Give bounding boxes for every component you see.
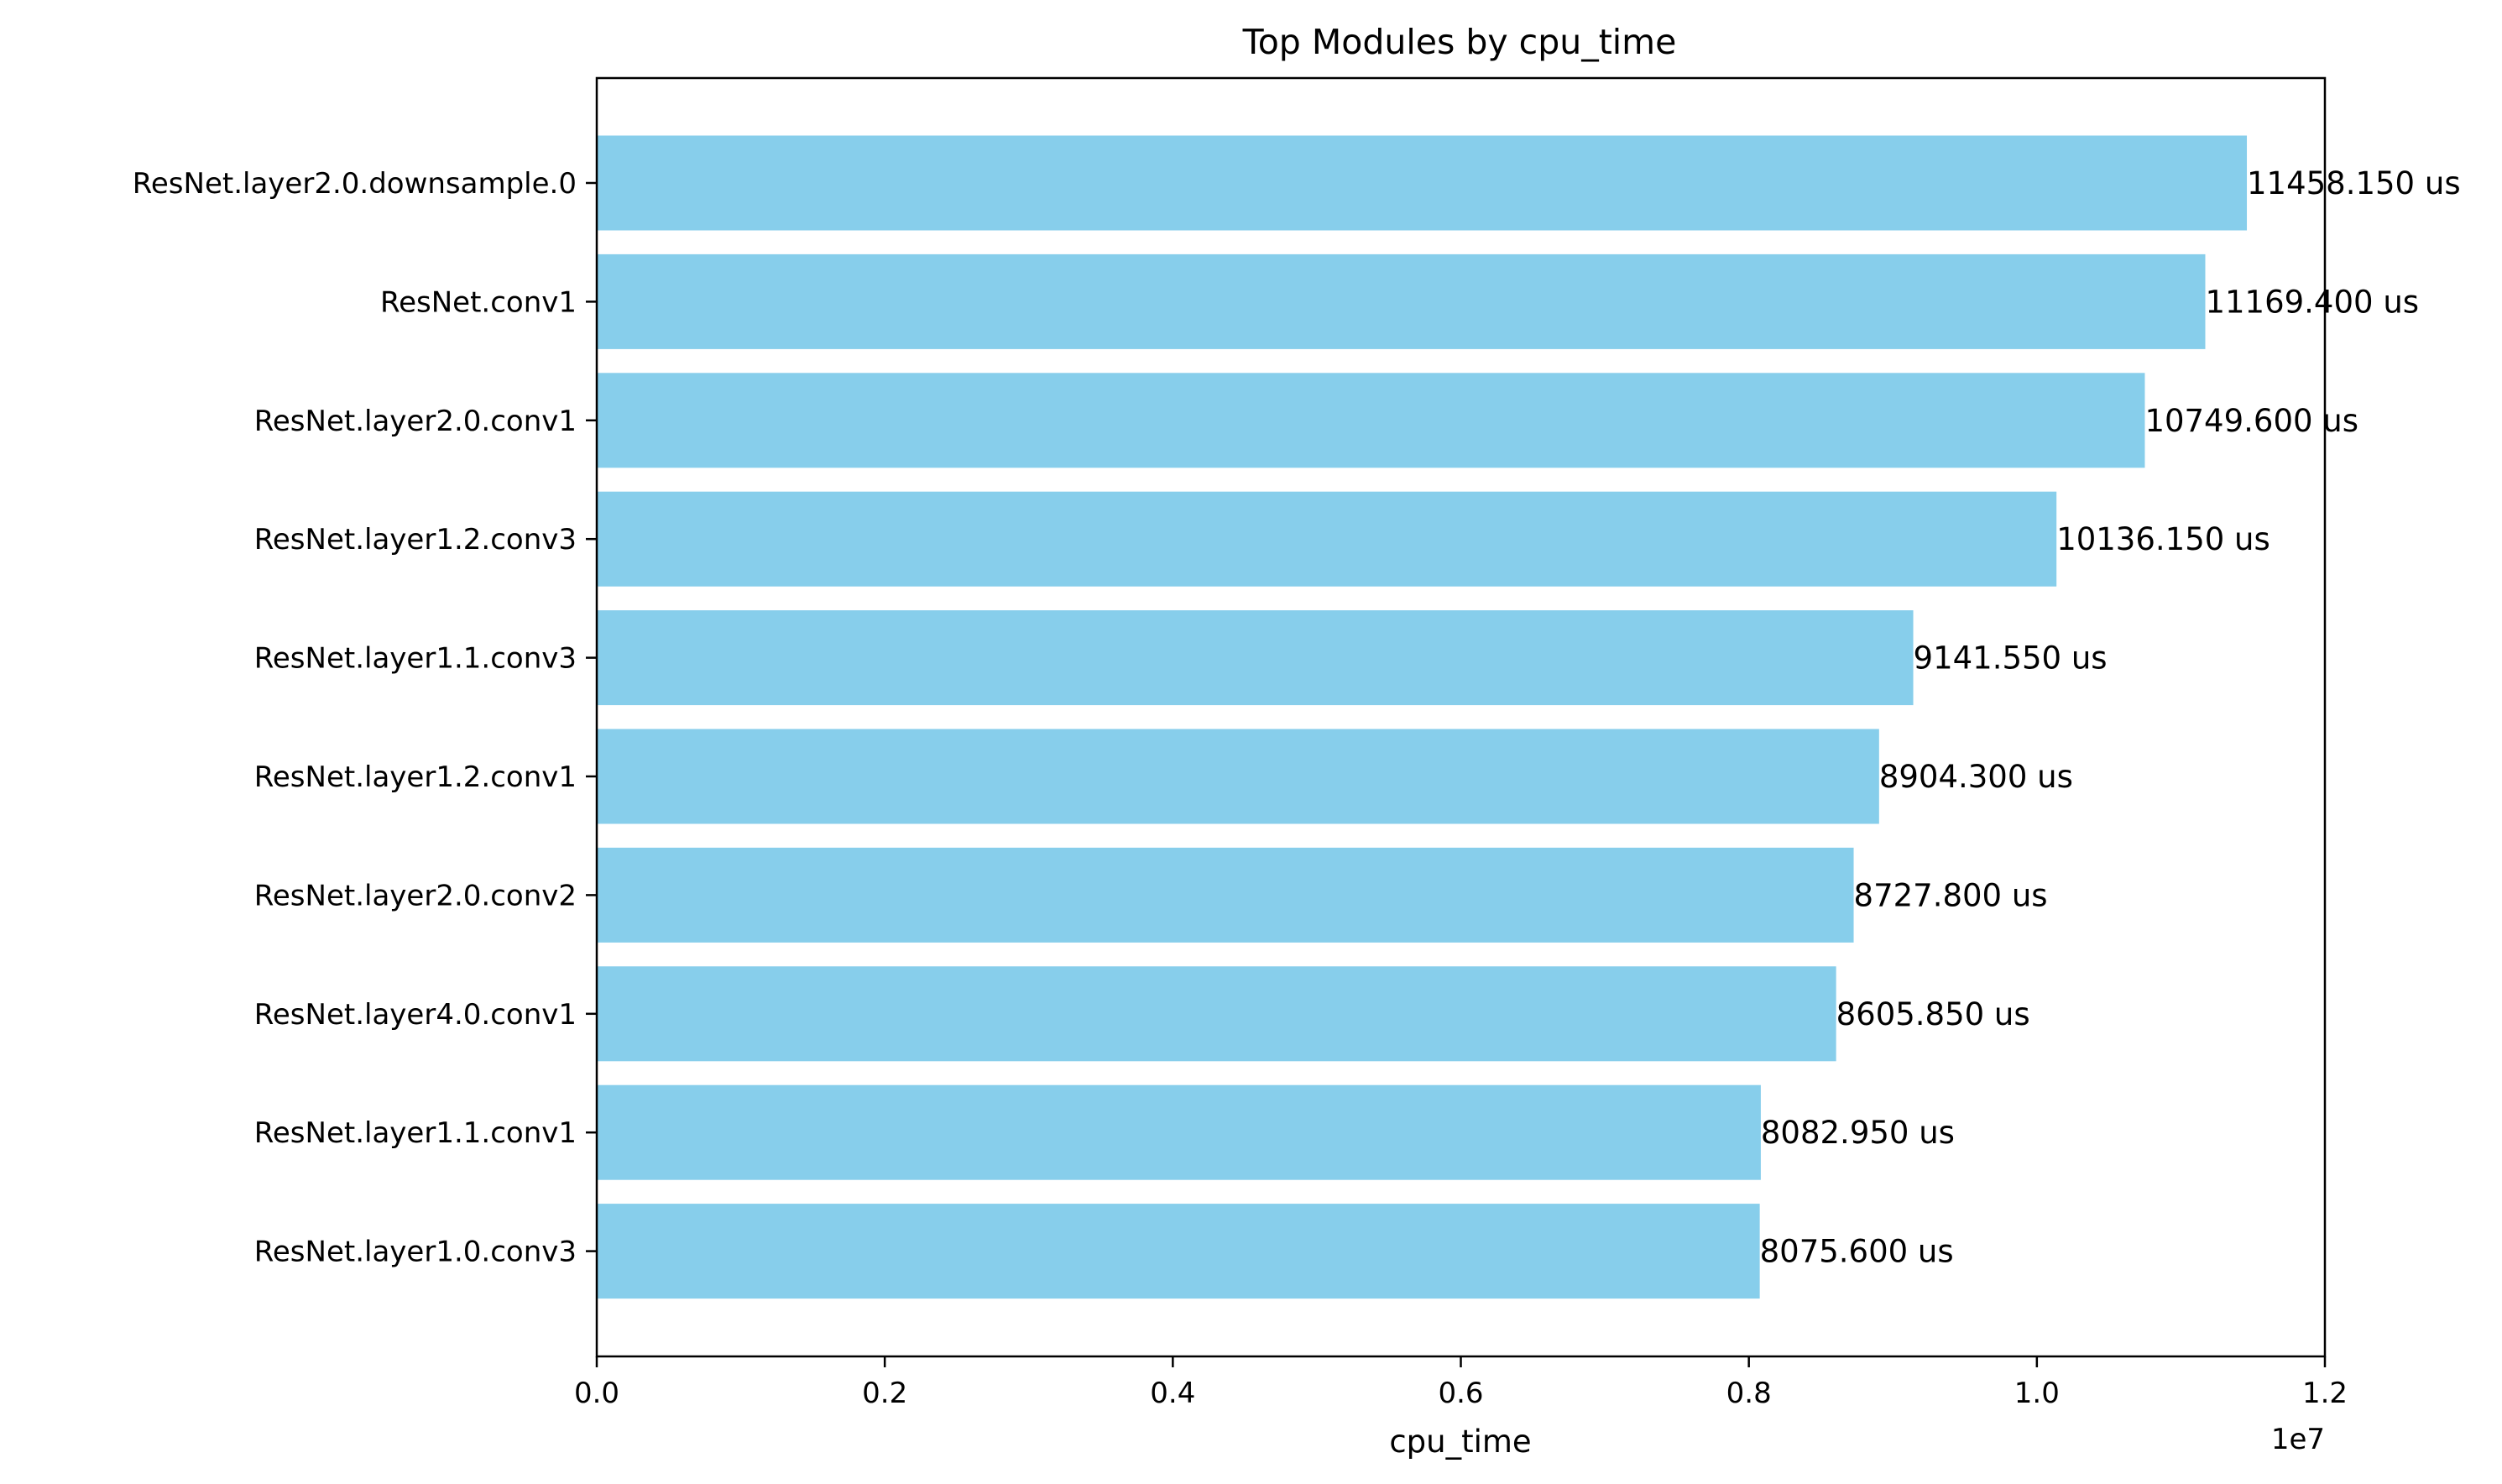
bar [597,729,1879,824]
bar [597,610,1914,706]
plot-frame [595,76,2327,1358]
x-tick-label: 0.0 [574,1377,619,1410]
y-tick-label: ResNet.layer1.1.conv3 [254,642,577,676]
bar-value-label: 10136.150 us [2056,521,2270,557]
bar-value-label: 8727.800 us [1854,877,2048,913]
bar [597,847,1854,943]
y-tick-label: ResNet.conv1 [380,285,577,319]
x-tick-label: 1.2 [2302,1377,2348,1410]
y-tick-label: ResNet.layer2.0.conv2 [254,879,577,912]
y-tick-label: ResNet.layer2.0.downsample.0 [133,167,577,201]
y-axis-ticks: ResNet.layer2.0.downsample.0 ResNet.conv1… [133,167,597,1269]
y-tick-label: ResNet.layer1.0.conv3 [254,1236,577,1269]
bar [597,966,1836,1062]
x-tick-label: 0.6 [1438,1377,1483,1410]
x-tick-label: 0.8 [1726,1377,1772,1410]
x-tick-label: 0.4 [1150,1377,1195,1410]
bar-value-label: 10749.600 us [2144,403,2358,439]
chart-title: Top Modules by cpu_time [1242,22,1677,62]
x-axis-scale-note: 1e7 [2271,1423,2325,1456]
bar [597,1204,1760,1299]
y-tick-label: ResNet.layer2.0.conv1 [254,405,577,438]
x-tick-label: 1.0 [2014,1377,2060,1410]
bar [597,373,2145,468]
y-tick-label: ResNet.layer1.2.conv3 [254,523,577,556]
bar-value-label: 8904.300 us [1879,759,2073,795]
bar-value-label: 8605.850 us [1836,996,2030,1032]
bar [597,491,2057,587]
y-tick-label: ResNet.layer4.0.conv1 [254,998,577,1032]
bar [597,253,2206,349]
y-tick-label: ResNet.layer1.1.conv1 [254,1116,577,1150]
bars: 11458.150 us 11169.400 us 10749.600 us 1013… [597,135,2461,1299]
x-tick-label: 0.2 [862,1377,907,1410]
bar-value-label: 11169.400 us [2205,284,2419,320]
x-axis-ticks: 0.0 0.2 0.4 0.6 0.8 1.0 1.2 [574,1356,2348,1410]
x-axis-label: cpu_time [1389,1424,1531,1460]
bar [597,135,2248,231]
bar-value-label: 8075.600 us [1760,1234,1954,1270]
bar-value-label: 9141.550 us [1914,640,2108,677]
y-tick-label: ResNet.layer1.2.conv1 [254,760,577,794]
bar [597,1084,1761,1180]
bar-value-label: 8082.950 us [1761,1115,1955,1151]
bar-value-label: 11458.150 us [2247,165,2461,201]
